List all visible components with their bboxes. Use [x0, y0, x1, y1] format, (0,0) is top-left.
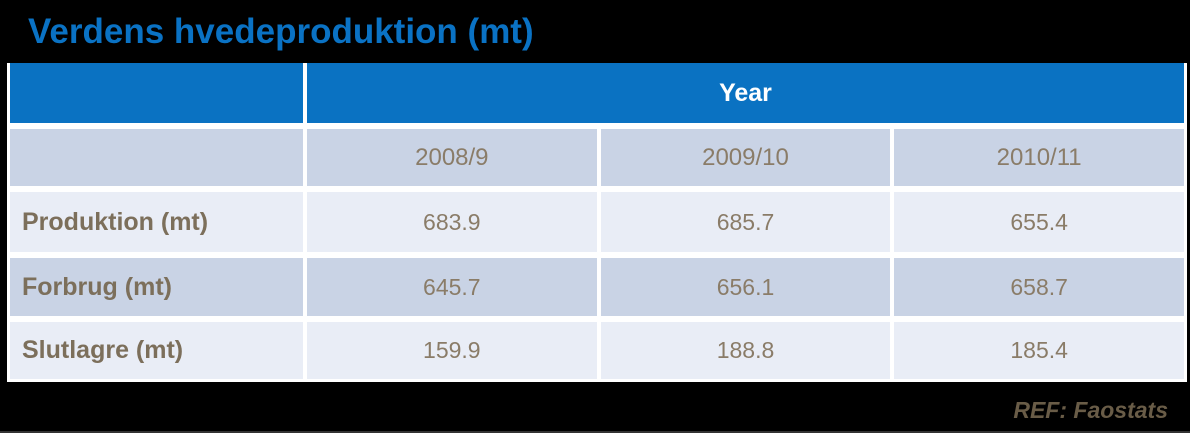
row-label-slutlagre: Slutlagre (mt): [10, 322, 303, 379]
column-header-2010-11: 2010/11: [894, 129, 1184, 186]
column-header-2009-10: 2009/10: [600, 129, 891, 186]
cell-slutlagre-2009-10: 188.8: [600, 322, 891, 379]
cell-produktion-2008-9: 683.9: [307, 192, 597, 252]
cell-slutlagre-2008-9: 159.9: [307, 322, 597, 379]
source-reference: REF: Faostats: [1013, 397, 1168, 423]
cell-forbrug-2010-11: 658.7: [894, 258, 1184, 316]
column-header-2008-9: 2008/9: [307, 129, 597, 186]
row-label-header-spacer: [10, 129, 303, 186]
page-title: Verdens hvedeproduktion (mt): [28, 12, 534, 51]
cell-forbrug-2009-10: 656.1: [600, 258, 891, 316]
bottom-edge-line: [0, 431, 1190, 433]
cell-forbrug-2008-9: 645.7: [307, 258, 597, 316]
row-label-produktion: Produktion (mt): [10, 192, 303, 252]
table-corner-cell: [10, 63, 303, 123]
row-label-forbrug: Forbrug (mt): [10, 258, 303, 316]
year-group-header: Year: [307, 63, 1184, 123]
wheat-production-table: Year 2008/9 2009/10 2010/11 Produktion (…: [7, 63, 1187, 382]
cell-slutlagre-2010-11: 185.4: [894, 322, 1184, 379]
cell-produktion-2009-10: 685.7: [600, 192, 891, 252]
cell-produktion-2010-11: 655.4: [894, 192, 1184, 252]
